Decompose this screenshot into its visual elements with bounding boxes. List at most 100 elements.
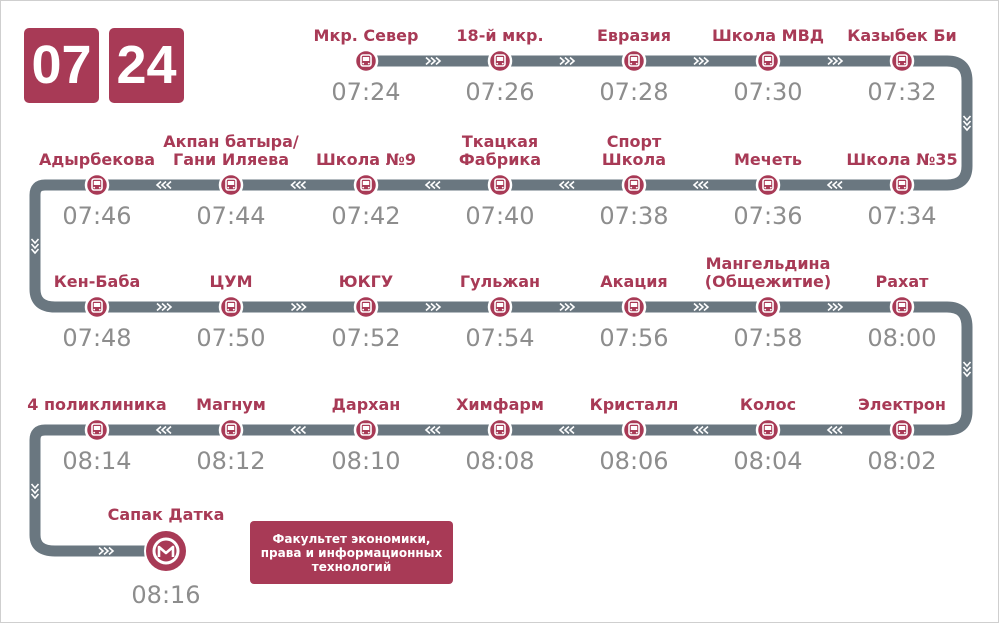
stop-time: 08:08 (465, 447, 535, 475)
stop-name: Магнум (196, 395, 266, 414)
stop-time: 08:10 (331, 447, 401, 475)
chevron-icon (429, 425, 436, 435)
chevron-icon (295, 302, 302, 312)
bus-icon (487, 172, 513, 198)
bus-icon (84, 172, 110, 198)
stop-name: Евразия (596, 26, 672, 45)
bus-icon (218, 294, 244, 320)
stop-time: 07:46 (62, 202, 132, 230)
stop-time: 07:38 (599, 202, 669, 230)
chevron-icon (295, 425, 302, 435)
chevron-icon (827, 302, 834, 312)
stop-time: 07:50 (196, 324, 266, 352)
stop-name: Электрон (858, 395, 946, 414)
start-hours-badge: 07 (24, 28, 99, 103)
chevron-icon (962, 366, 972, 373)
bus-icon (487, 48, 513, 74)
bus-icon (353, 417, 379, 443)
stop-time: 08:12 (196, 447, 266, 475)
stop-name: Мангельдина (Общежитие) (704, 254, 832, 291)
stop-name: Гульжан (459, 272, 541, 291)
stop-time: 07:24 (331, 78, 401, 106)
stop-time: 07:42 (331, 202, 401, 230)
chevron-icon (425, 302, 432, 312)
chevron-icon (569, 302, 576, 312)
stop-time: 08:04 (733, 447, 803, 475)
stop-markers (84, 48, 915, 573)
chevron-icon (703, 56, 710, 66)
faculty-box: Факультет экономики, права и информацион… (250, 521, 453, 584)
stop-time: 07:36 (733, 202, 803, 230)
stop-name: Казыбек Би (847, 26, 957, 45)
chevron-icon (290, 302, 297, 312)
chevron-icon (30, 483, 40, 490)
chevron-icon (826, 425, 833, 435)
chevron-icon (832, 302, 839, 312)
bus-icon (218, 172, 244, 198)
bus-icon (353, 294, 379, 320)
chevron-icon (693, 56, 700, 66)
chevron-icon (435, 302, 442, 312)
bus-icon (487, 417, 513, 443)
chevron-icon (424, 425, 431, 435)
stop-name: Мечеть (734, 150, 802, 169)
chevron-icon (962, 371, 972, 378)
chevron-icon (290, 425, 297, 435)
bus-icon (889, 417, 915, 443)
chevron-icon (30, 248, 40, 255)
chevron-icon (569, 56, 576, 66)
bus-icon (84, 417, 110, 443)
chevron-icon (166, 302, 173, 312)
stop-name: Школа №35 (846, 150, 958, 169)
chevron-icon (155, 425, 162, 435)
chevron-icon (558, 180, 565, 190)
bus-icon (621, 172, 647, 198)
stop-name: Спорт Школа (601, 132, 667, 169)
chevron-icon (703, 302, 710, 312)
stop-time: 07:58 (733, 324, 803, 352)
chevron-icon (430, 56, 437, 66)
chevron-icon (161, 302, 168, 312)
chevron-icon (300, 425, 307, 435)
stop-time: 07:52 (331, 324, 401, 352)
chevron-icon (563, 425, 570, 435)
chevron-icon (836, 180, 843, 190)
chevron-icon (435, 56, 442, 66)
bus-icon (755, 294, 781, 320)
chevron-icon (424, 180, 431, 190)
bus-icon (621, 294, 647, 320)
terminal-name: Сапак Датка (107, 505, 225, 524)
bus-icon (755, 172, 781, 198)
chevron-icon (697, 425, 704, 435)
chevron-icon (98, 546, 105, 556)
chevron-icon (693, 302, 700, 312)
chevron-icon (962, 115, 972, 122)
chevron-icon (103, 546, 110, 556)
stop-name: 18-й мкр. (456, 26, 544, 45)
chevron-icon (434, 425, 441, 435)
bus-icon (218, 417, 244, 443)
chevron-icon (558, 425, 565, 435)
chevron-icon (559, 302, 566, 312)
chevron-icon (831, 180, 838, 190)
chevron-icon (692, 180, 699, 190)
chevron-icon (295, 180, 302, 190)
chevron-icon (837, 302, 844, 312)
stop-time: 07:30 (733, 78, 803, 106)
chevron-icon (832, 56, 839, 66)
chevron-icon (156, 302, 163, 312)
bus-icon (621, 417, 647, 443)
chevron-icon (559, 56, 566, 66)
stop-time: 07:28 (599, 78, 669, 106)
bus-icon (889, 48, 915, 74)
bus-icon (353, 172, 379, 198)
chevron-icon (160, 180, 167, 190)
stop-name: Колос (739, 395, 797, 414)
bus-icon (621, 48, 647, 74)
chevron-icon (962, 125, 972, 132)
chevron-icon (290, 180, 297, 190)
chevron-icon (434, 180, 441, 190)
stop-name: Школа МВД (711, 26, 825, 45)
stop-time: 07:44 (196, 202, 266, 230)
chevron-icon (425, 56, 432, 66)
